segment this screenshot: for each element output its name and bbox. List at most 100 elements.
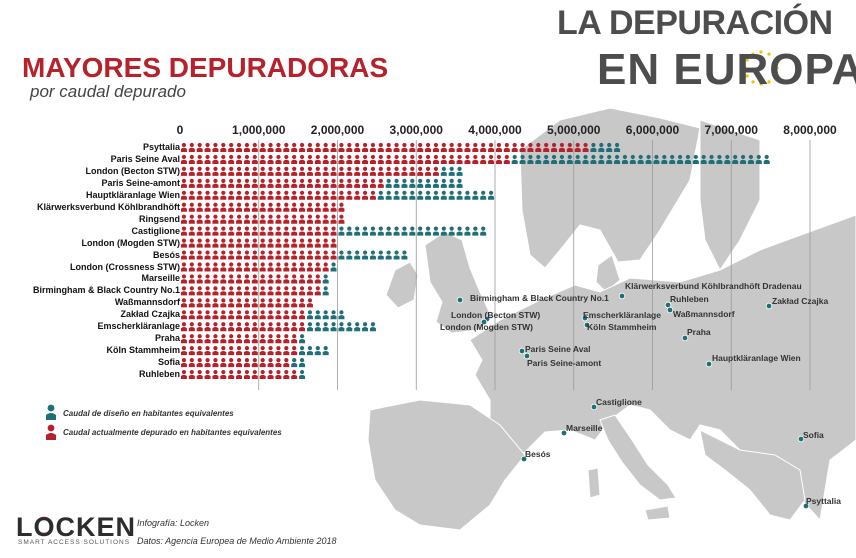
- chart-subtitle: por caudal depurado: [30, 82, 186, 101]
- treated-icon: [377, 178, 384, 188]
- treated-icon: [314, 250, 321, 260]
- treated-icon: [228, 190, 235, 200]
- treated-icon: [291, 178, 298, 188]
- eu-star: [745, 58, 749, 62]
- design-icon: [677, 154, 684, 164]
- bar-row: [180, 178, 463, 188]
- treated-icon: [220, 334, 227, 344]
- treated-icon: [212, 190, 219, 200]
- treated-icon: [243, 142, 250, 152]
- treated-icon: [251, 334, 258, 344]
- treated-icon: [188, 346, 195, 356]
- map-label: Zakład Czajka: [772, 296, 829, 306]
- treated-icon: [464, 154, 471, 164]
- map-label: Ruhleben: [670, 294, 709, 304]
- x-tick-label: 6,000,000: [625, 123, 680, 137]
- treated-icon: [503, 142, 510, 152]
- map-label: Paris Seine-amont: [527, 358, 602, 368]
- treated-icon: [180, 142, 187, 152]
- treated-icon: [322, 202, 329, 212]
- treated-icon: [275, 142, 282, 152]
- treated-icon: [267, 346, 274, 356]
- treated-icon: [251, 178, 258, 188]
- treated-icon: [393, 154, 400, 164]
- treated-icon: [275, 226, 282, 236]
- design-icon: [306, 310, 313, 320]
- design-icon: [708, 154, 715, 164]
- treated-icon: [196, 358, 203, 368]
- design-icon: [590, 154, 597, 164]
- treated-icon: [314, 274, 321, 284]
- treated-icon: [299, 214, 306, 224]
- category-label: Ringsend: [138, 213, 180, 224]
- map-label: Besós: [525, 449, 551, 459]
- treated-icon: [196, 298, 203, 308]
- treated-icon: [188, 166, 195, 176]
- treated-icon: [582, 142, 589, 152]
- design-icon: [440, 226, 447, 236]
- treated-icon: [204, 142, 211, 152]
- map-finland-baltics: [699, 119, 761, 271]
- treated-icon: [236, 358, 243, 368]
- map-marker: [583, 321, 591, 329]
- design-icon: [480, 226, 487, 236]
- treated-icon: [480, 154, 487, 164]
- map-label: London (Mogden STW): [440, 322, 533, 332]
- treated-icon: [228, 214, 235, 224]
- treated-icon: [291, 202, 298, 212]
- treated-icon: [243, 190, 250, 200]
- design-icon: [590, 142, 597, 152]
- treated-icon: [228, 358, 235, 368]
- treated-icon: [243, 369, 250, 380]
- treated-icon: [464, 142, 471, 152]
- treated-icon: [188, 322, 195, 332]
- design-icon: [393, 178, 400, 188]
- design-icon: [456, 166, 463, 176]
- chart-title: MAYORES DEPURADORAS: [22, 52, 389, 83]
- treated-icon: [251, 250, 258, 260]
- treated-icon: [251, 369, 258, 380]
- treated-icon: [259, 250, 266, 260]
- design-icon: [740, 154, 747, 164]
- treated-icon: [220, 202, 227, 212]
- treated-icon: [283, 274, 290, 284]
- treated-icon: [306, 226, 313, 236]
- design-icon: [417, 226, 424, 236]
- bar-row: [180, 346, 329, 356]
- treated-icon: [236, 250, 243, 260]
- treated-icon: [306, 178, 313, 188]
- design-icon: [425, 190, 432, 200]
- treated-icon: [267, 202, 274, 212]
- treated-icon: [354, 190, 361, 200]
- treated-icon: [425, 154, 432, 164]
- treated-icon: [196, 369, 203, 380]
- design-icon: [346, 226, 353, 236]
- treated-icon: [188, 286, 195, 296]
- map-label: Sofia: [803, 430, 824, 440]
- treated-icon: [212, 322, 219, 332]
- treated-icon: [267, 166, 274, 176]
- category-label: Marseille: [141, 273, 180, 284]
- treated-icon: [180, 202, 187, 212]
- treated-icon: [267, 250, 274, 260]
- treated-icon: [283, 226, 290, 236]
- design-icon: [614, 142, 621, 152]
- treated-icon: [306, 298, 313, 308]
- map-label: Castiglione: [596, 397, 642, 407]
- treated-icon: [283, 369, 290, 380]
- treated-icon: [291, 214, 298, 224]
- treated-icon: [212, 369, 219, 380]
- treated-icon: [220, 250, 227, 260]
- locken-logo: LOCKEN: [16, 512, 136, 542]
- treated-icon: [251, 358, 258, 368]
- treated-icon: [314, 190, 321, 200]
- design-icon: [299, 346, 306, 356]
- eu-stars-ring: [34, 50, 779, 536]
- design-icon: [716, 154, 723, 164]
- treated-icon: [196, 238, 203, 248]
- treated-icon: [251, 202, 258, 212]
- treated-icon: [275, 250, 282, 260]
- bar-row: [180, 250, 408, 260]
- credit-datos: Datos: Agencia Europea de Medio Ambiente…: [137, 536, 337, 546]
- design-icon: [614, 154, 621, 164]
